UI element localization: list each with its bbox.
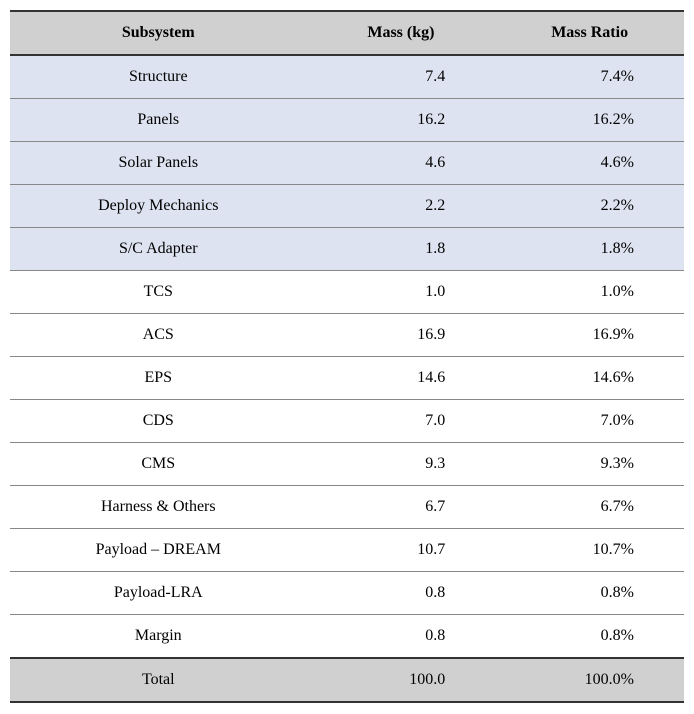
cell-subsystem: Deploy Mechanics [10,185,307,228]
cell-ratio: 16.9% [495,314,684,357]
table-body: Structure7.47.4%Panels16.216.2%Solar Pan… [10,55,684,658]
table-row: Solar Panels4.64.6% [10,142,684,185]
header-row: Subsystem Mass (kg) Mass Ratio [10,11,684,55]
cell-ratio: 14.6% [495,357,684,400]
cell-subsystem: S/C Adapter [10,228,307,271]
cell-subsystem: Payload – DREAM [10,529,307,572]
table-row: Payload-LRA0.80.8% [10,572,684,615]
header-subsystem: Subsystem [10,11,307,55]
cell-mass: 10.7 [307,529,496,572]
table-row: Harness & Others6.76.7% [10,486,684,529]
cell-mass: 2.2 [307,185,496,228]
cell-ratio: 2.2% [495,185,684,228]
cell-mass: 16.9 [307,314,496,357]
cell-mass: 6.7 [307,486,496,529]
cell-subsystem: Structure [10,55,307,99]
header-mass: Mass (kg) [307,11,496,55]
cell-mass: 1.0 [307,271,496,314]
table-row: EPS14.614.6% [10,357,684,400]
cell-subsystem: CDS [10,400,307,443]
cell-subsystem: ACS [10,314,307,357]
cell-ratio: 7.4% [495,55,684,99]
cell-ratio: 9.3% [495,443,684,486]
table-row: Structure7.47.4% [10,55,684,99]
cell-mass: 7.4 [307,55,496,99]
cell-subsystem: TCS [10,271,307,314]
footer-mass: 100.0 [307,658,496,702]
cell-ratio: 10.7% [495,529,684,572]
cell-mass: 16.2 [307,99,496,142]
footer-ratio: 100.0% [495,658,684,702]
cell-ratio: 6.7% [495,486,684,529]
cell-ratio: 1.8% [495,228,684,271]
cell-ratio: 4.6% [495,142,684,185]
table-footer: Total 100.0 100.0% [10,658,684,702]
cell-mass: 4.6 [307,142,496,185]
table-row: S/C Adapter1.81.8% [10,228,684,271]
table-header: Subsystem Mass (kg) Mass Ratio [10,11,684,55]
cell-subsystem: Harness & Others [10,486,307,529]
cell-mass: 7.0 [307,400,496,443]
cell-ratio: 1.0% [495,271,684,314]
table-row: Payload – DREAM10.710.7% [10,529,684,572]
cell-mass: 1.8 [307,228,496,271]
footer-subsystem: Total [10,658,307,702]
cell-subsystem: Solar Panels [10,142,307,185]
table-row: ACS16.916.9% [10,314,684,357]
cell-subsystem: EPS [10,357,307,400]
cell-ratio: 0.8% [495,615,684,659]
table-row: CDS7.07.0% [10,400,684,443]
cell-mass: 9.3 [307,443,496,486]
cell-mass: 0.8 [307,572,496,615]
cell-ratio: 0.8% [495,572,684,615]
header-ratio: Mass Ratio [495,11,684,55]
cell-ratio: 16.2% [495,99,684,142]
cell-ratio: 7.0% [495,400,684,443]
table-row: Panels16.216.2% [10,99,684,142]
table-row: Margin0.80.8% [10,615,684,659]
cell-subsystem: Payload-LRA [10,572,307,615]
table-row: TCS1.01.0% [10,271,684,314]
footer-row: Total 100.0 100.0% [10,658,684,702]
cell-mass: 0.8 [307,615,496,659]
cell-subsystem: Panels [10,99,307,142]
table-row: Deploy Mechanics2.22.2% [10,185,684,228]
mass-budget-table: Subsystem Mass (kg) Mass Ratio Structure… [10,10,684,703]
table-row: CMS9.39.3% [10,443,684,486]
cell-subsystem: Margin [10,615,307,659]
cell-mass: 14.6 [307,357,496,400]
cell-subsystem: CMS [10,443,307,486]
